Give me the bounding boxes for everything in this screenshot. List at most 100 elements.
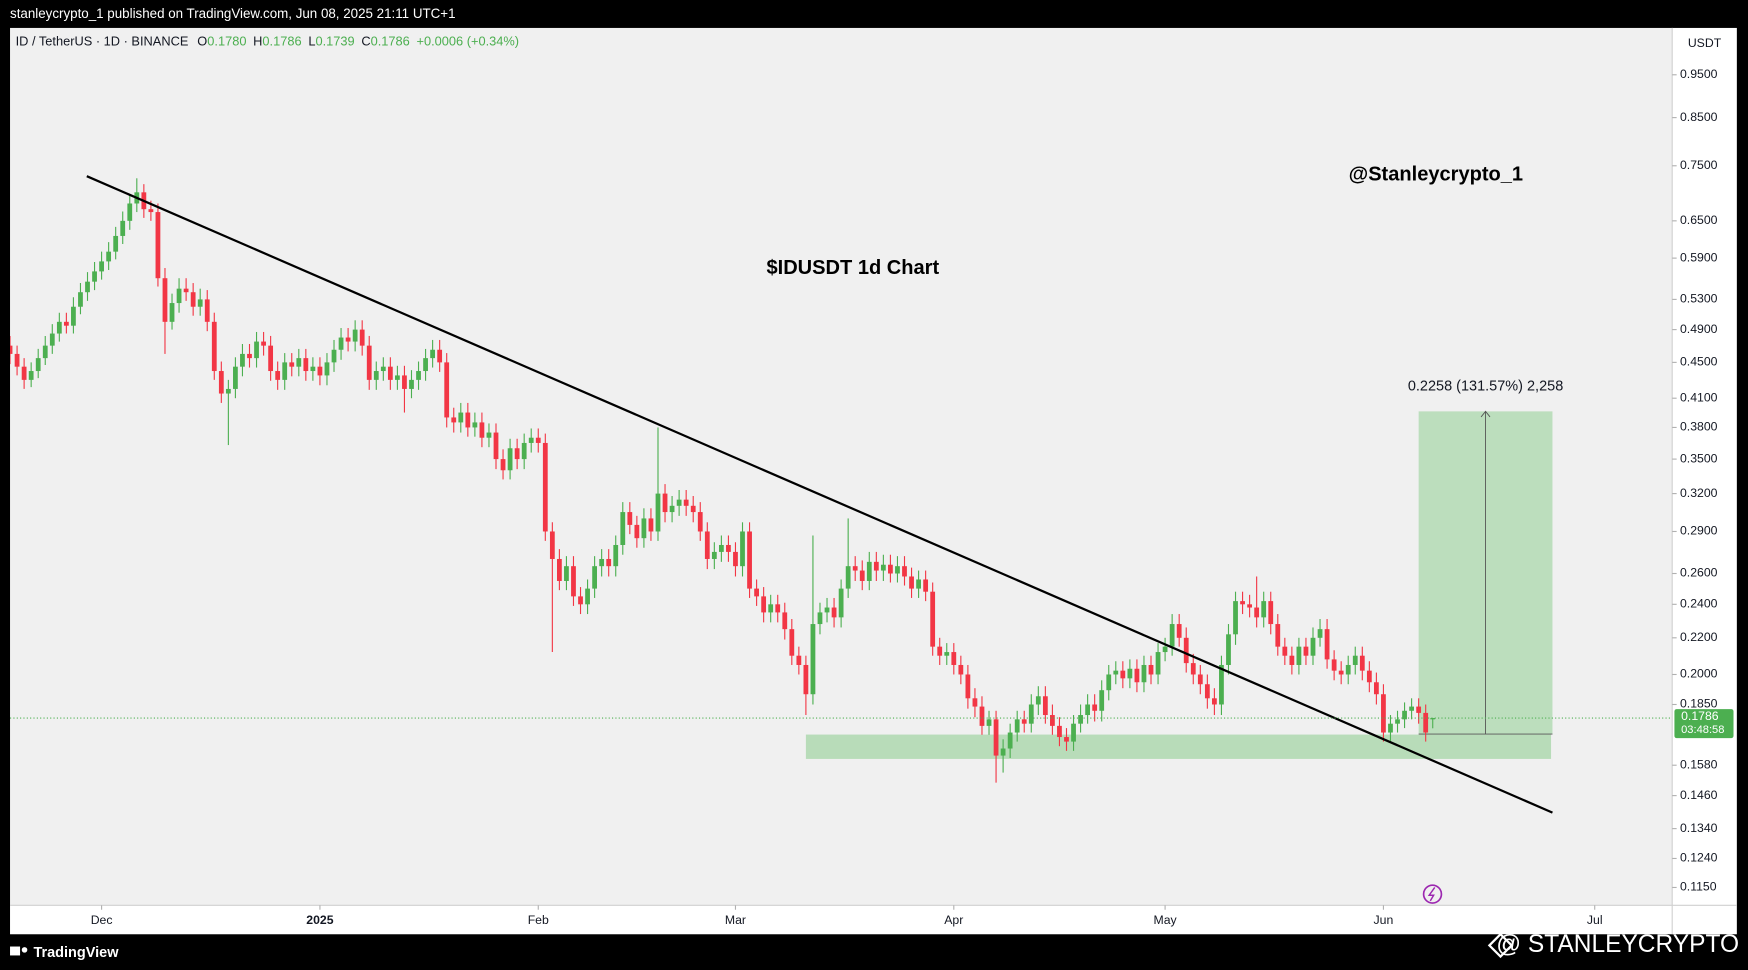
candle-body	[183, 288, 189, 293]
x-tick-label: Mar	[725, 913, 746, 927]
candle-body	[895, 566, 900, 574]
logo-mark	[10, 946, 21, 956]
candle-body	[380, 366, 386, 372]
candle-body	[1254, 607, 1260, 618]
x-tick-label: Dec	[91, 913, 113, 927]
candle-body	[1395, 719, 1400, 724]
candle-body	[613, 544, 619, 567]
candle-body	[1204, 684, 1210, 699]
candle-body	[359, 329, 365, 346]
candle-body	[880, 564, 886, 571]
candle-body	[106, 251, 112, 262]
y-tick-label: 0.2000	[1680, 667, 1718, 681]
candle-body	[676, 499, 682, 506]
candle-body	[1064, 737, 1069, 742]
candle-body	[10, 345, 13, 354]
legend-key: L	[308, 34, 315, 49]
candle-body	[1176, 624, 1182, 638]
candle-body	[1303, 646, 1309, 656]
candle-body	[1289, 655, 1295, 665]
arrow-head	[1480, 410, 1491, 418]
candle-body	[993, 719, 999, 756]
candle-body	[824, 607, 830, 613]
time-axis	[10, 905, 1737, 935]
x-tick-label: Jul	[1587, 913, 1603, 927]
candle-body	[571, 566, 576, 597]
candle-body	[845, 566, 851, 589]
candle-body	[28, 371, 34, 380]
x-tick-label: Jun	[1374, 913, 1394, 927]
candle-body	[972, 698, 978, 707]
brand: TradingView	[33, 945, 119, 961]
candle-body	[1021, 719, 1027, 724]
candle-body	[747, 531, 752, 589]
candle-body	[662, 493, 668, 513]
y-tick-label: 0.1460	[1680, 788, 1718, 802]
candle-body	[1000, 748, 1006, 756]
candle-body	[634, 524, 640, 539]
support-zone	[805, 734, 1552, 759]
candle-body	[218, 371, 224, 394]
candle-body	[1085, 704, 1091, 716]
y-tick-label: 0.1340	[1680, 821, 1718, 835]
candle-body	[1296, 646, 1302, 665]
candle-body	[1183, 637, 1189, 664]
candle-body	[592, 566, 598, 589]
candle-body	[507, 448, 513, 471]
candle-body	[402, 375, 407, 389]
candle-body	[782, 612, 788, 630]
candle-body	[648, 518, 654, 532]
y-tick-label: 0.4500	[1680, 355, 1718, 369]
candle-body	[1226, 634, 1231, 665]
candle-body	[669, 505, 675, 513]
candle-body	[211, 321, 217, 372]
candle-body	[803, 664, 809, 695]
candle-body	[1092, 704, 1098, 711]
candle-body	[1247, 604, 1253, 608]
y-tick-label: 0.2900	[1680, 524, 1718, 538]
candle-body	[1310, 637, 1316, 656]
candle-body	[275, 371, 281, 380]
legend-value: 0.1780	[207, 34, 246, 49]
candle-body	[754, 588, 759, 597]
price-axis	[1672, 27, 1737, 906]
candle-body	[1197, 674, 1203, 685]
candle-body	[85, 281, 90, 293]
candle-body	[916, 579, 921, 589]
candle-body	[324, 362, 330, 376]
y-tick-label: 0.2400	[1680, 597, 1718, 611]
candle-body	[1423, 712, 1429, 733]
alert-icon[interactable]	[1422, 884, 1443, 904]
candle-body	[282, 362, 288, 380]
candle-body	[1219, 664, 1224, 705]
candle-body	[14, 353, 20, 367]
candle-body	[1134, 668, 1140, 683]
legend-value: 0.1786	[262, 34, 301, 49]
candle-body	[169, 303, 175, 322]
candle-body	[1416, 706, 1422, 713]
candle-body	[1169, 624, 1175, 647]
candle-body	[683, 499, 689, 506]
candle-body	[852, 566, 858, 571]
candle-body	[155, 212, 161, 279]
candle-body	[204, 299, 210, 322]
y-tick-label: 0.1240	[1680, 851, 1718, 865]
x-tick-label: Feb	[528, 913, 549, 927]
y-tick-label: 0.2600	[1680, 566, 1718, 580]
candle-body	[296, 358, 302, 367]
x-tick-label: 2025	[306, 913, 333, 927]
candle-body	[711, 551, 717, 559]
candle-body	[789, 629, 795, 656]
candle-body	[1381, 694, 1386, 733]
candle-body	[493, 432, 499, 460]
x-tick-label: Apr	[944, 913, 963, 927]
candle-body	[310, 366, 316, 372]
candle-body	[655, 493, 661, 532]
candle-body	[1388, 723, 1393, 733]
candle-body	[225, 388, 231, 394]
candle-body	[373, 371, 379, 380]
y-tick-label: 0.4100	[1680, 390, 1718, 404]
candle-body	[416, 371, 421, 380]
